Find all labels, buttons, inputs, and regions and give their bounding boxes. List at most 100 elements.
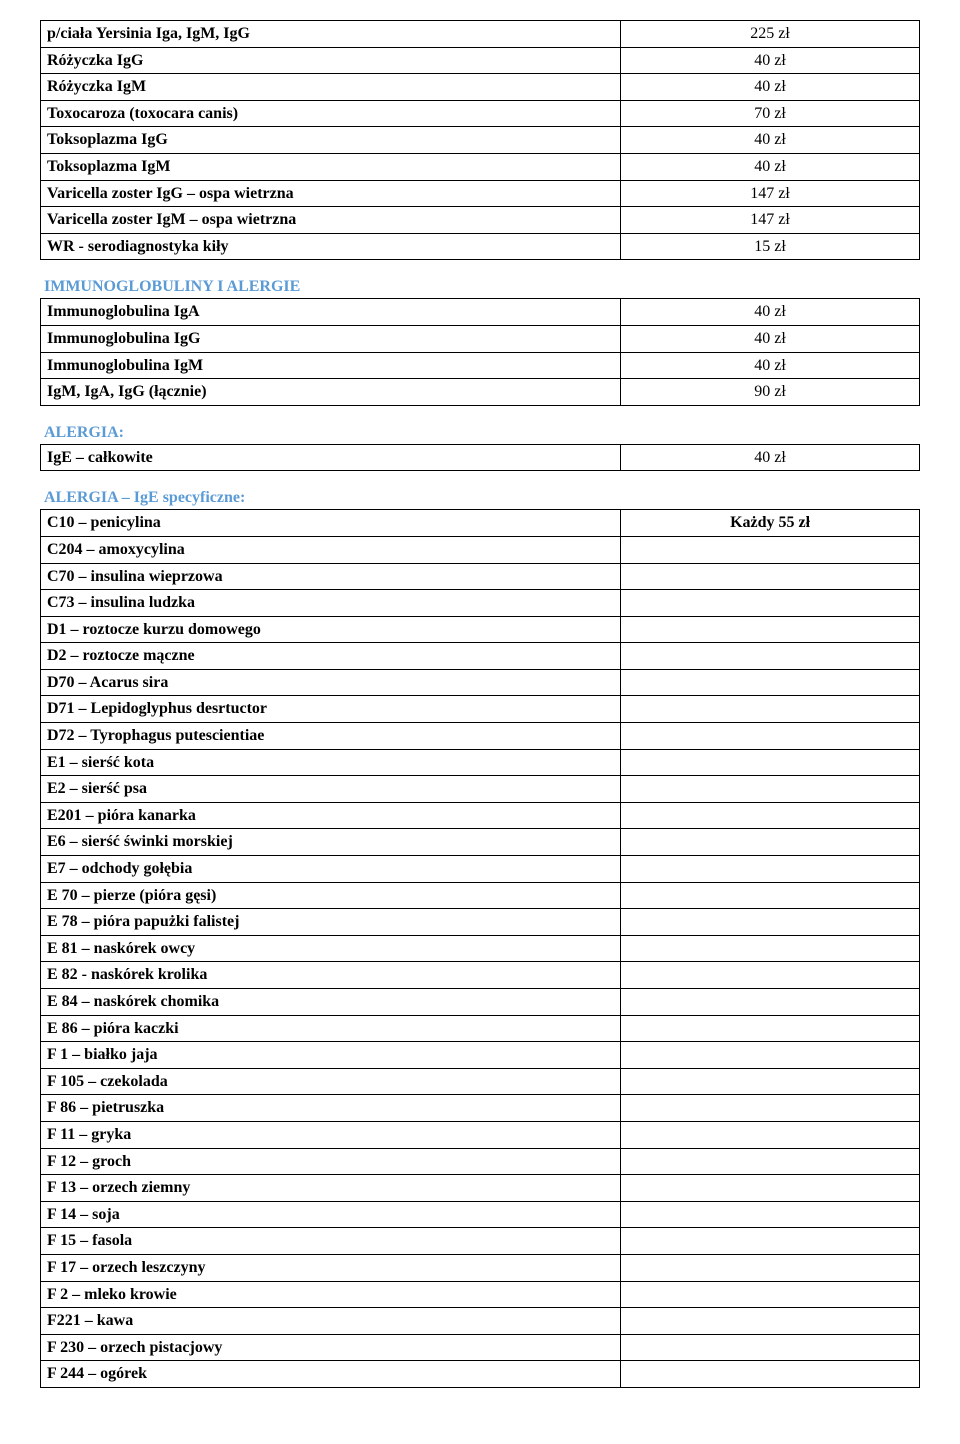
table-row: E7 – odchody gołębia [41,856,920,883]
table-row: E 78 – pióra papużki falistej [41,909,920,936]
table-row: Immunoglobulina IgM40 zł [41,352,920,379]
item-price: 147 zł [621,207,920,234]
table-row: E201 – pióra kanarka [41,802,920,829]
table-row: p/ciała Yersinia Iga, IgM, IgG225 zł [41,21,920,48]
item-price [621,989,920,1016]
item-price: 40 zł [621,47,920,74]
table-row: C70 – insulina wieprzowa [41,563,920,590]
table-row: D70 – Acarus sira [41,669,920,696]
item-name: D2 – roztocze mączne [41,643,621,670]
item-price [621,1254,920,1281]
item-name: E 82 - naskórek krolika [41,962,621,989]
table-row: IgE – całkowite40 zł [41,444,920,471]
item-price [621,1228,920,1255]
table-row: F 13 – orzech ziemny [41,1175,920,1202]
item-name: Różyczka IgG [41,47,621,74]
item-price [621,962,920,989]
price-table-section2: Immunoglobulina IgA40 złImmunoglobulina … [40,298,920,405]
item-name: Varicella zoster IgM – ospa wietrzna [41,207,621,234]
item-name: C70 – insulina wieprzowa [41,563,621,590]
item-name: E 81 – naskórek owcy [41,935,621,962]
table-row: Różyczka IgG40 zł [41,47,920,74]
item-price [621,1334,920,1361]
item-price: 147 zł [621,180,920,207]
item-price [621,1308,920,1335]
table-row: F 230 – orzech pistacjowy [41,1334,920,1361]
item-price: Każdy 55 zł [621,510,920,537]
section-header-immunoglobuliny: IMMUNOGLOBULINY I ALERGIE [44,278,920,296]
item-price: 40 zł [621,74,920,101]
price-table-section3: IgE – całkowite40 zł [40,444,920,472]
item-price [621,935,920,962]
price-table-section1: p/ciała Yersinia Iga, IgM, IgG225 złRóży… [40,20,920,260]
item-name: D70 – Acarus sira [41,669,621,696]
table-row: F 11 – gryka [41,1121,920,1148]
section-header-alergia: ALERGIA: [44,424,920,442]
item-price [621,1015,920,1042]
item-name: C73 – insulina ludzka [41,590,621,617]
item-name: F 1 – białko jaja [41,1042,621,1069]
item-name: F221 – kawa [41,1308,621,1335]
item-name: Toxocaroza (toxocara canis) [41,100,621,127]
item-name: F 17 – orzech leszczyny [41,1254,621,1281]
item-name: WR - serodiagnostyka kiły [41,233,621,260]
item-price [621,1095,920,1122]
item-price: 90 zł [621,379,920,406]
item-price [621,643,920,670]
item-price: 40 zł [621,299,920,326]
item-name: Toksoplazma IgM [41,153,621,180]
item-price [621,1121,920,1148]
item-price [621,802,920,829]
table-row: F 17 – orzech leszczyny [41,1254,920,1281]
item-name: Immunoglobulina IgG [41,325,621,352]
table-row: F 15 – fasola [41,1228,920,1255]
item-name: F 12 – groch [41,1148,621,1175]
item-price [621,856,920,883]
item-name: F 244 – ogórek [41,1361,621,1388]
item-name: Różyczka IgM [41,74,621,101]
item-name: F 15 – fasola [41,1228,621,1255]
table-row: Toksoplazma IgG40 zł [41,127,920,154]
table-row: C73 – insulina ludzka [41,590,920,617]
item-price [621,882,920,909]
table-row: E 84 – naskórek chomika [41,989,920,1016]
item-price [621,1068,920,1095]
table-row: D2 – roztocze mączne [41,643,920,670]
item-price: 40 zł [621,153,920,180]
table-row: F 86 – pietruszka [41,1095,920,1122]
item-price [621,1361,920,1388]
item-name: E 70 – pierze (pióra gęsi) [41,882,621,909]
table-row: IgM, IgA, IgG (łącznie)90 zł [41,379,920,406]
item-price [621,1148,920,1175]
item-name: E6 – sierść świnki morskiej [41,829,621,856]
item-price [621,1042,920,1069]
item-price: 15 zł [621,233,920,260]
item-name: Toksoplazma IgG [41,127,621,154]
item-price: 40 zł [621,352,920,379]
item-name: IgM, IgA, IgG (łącznie) [41,379,621,406]
price-table-section4: C10 – penicylinaKażdy 55 złC204 – amoxyc… [40,509,920,1388]
item-price [621,669,920,696]
item-name: E 78 – pióra papużki falistej [41,909,621,936]
table-row: Varicella zoster IgG – ospa wietrzna147 … [41,180,920,207]
item-name: F 2 – mleko krowie [41,1281,621,1308]
item-price [621,829,920,856]
item-price [621,1201,920,1228]
item-price [621,616,920,643]
item-name: E 86 – pióra kaczki [41,1015,621,1042]
table-row: F 14 – soja [41,1201,920,1228]
item-price: 40 zł [621,127,920,154]
item-name: F 86 – pietruszka [41,1095,621,1122]
table-row: F 1 – białko jaja [41,1042,920,1069]
table-row: E 82 - naskórek krolika [41,962,920,989]
item-price [621,563,920,590]
item-name: Immunoglobulina IgM [41,352,621,379]
item-price [621,1175,920,1202]
item-name: C10 – penicylina [41,510,621,537]
item-price [621,749,920,776]
item-price: 40 zł [621,325,920,352]
item-price [621,723,920,750]
table-row: Varicella zoster IgM – ospa wietrzna147 … [41,207,920,234]
table-row: E 70 – pierze (pióra gęsi) [41,882,920,909]
table-row: D1 – roztocze kurzu domowego [41,616,920,643]
